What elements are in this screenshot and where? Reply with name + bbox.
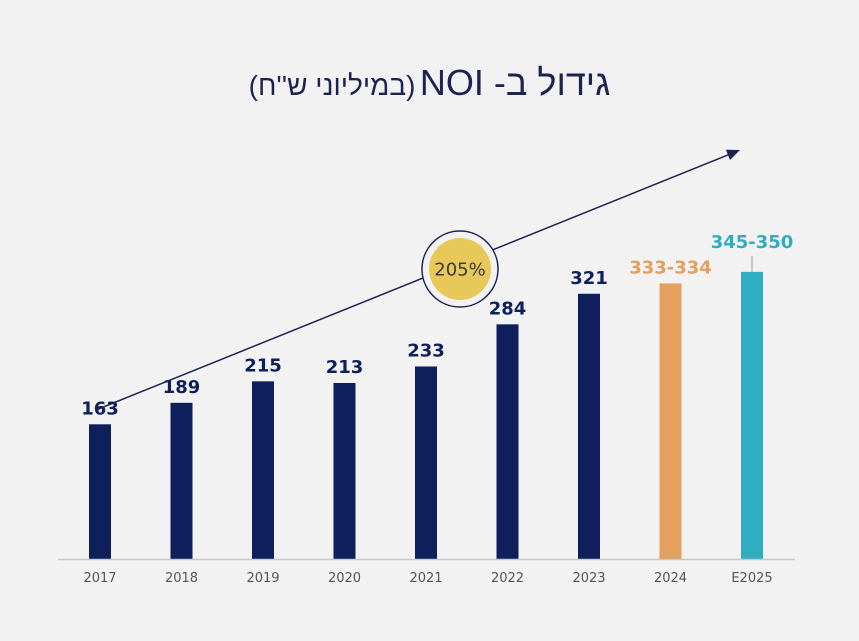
bar-2021 — [415, 366, 437, 559]
bar-2022 — [496, 324, 519, 559]
growth-badge: 205% — [421, 230, 499, 308]
bar-2017 — [89, 424, 111, 559]
x-tick-2018: 2018 — [165, 571, 198, 586]
x-tick-2020: 2020 — [328, 571, 361, 586]
growth-badge-label: 205% — [434, 260, 485, 281]
bar-2024 — [659, 283, 682, 559]
value-label-2024: 333-334 — [629, 257, 712, 278]
value-label-E2025: 345-350 — [711, 232, 794, 253]
x-tick-2019: 2019 — [246, 571, 279, 586]
x-tick-2022: 2022 — [491, 571, 524, 586]
bar-2018 — [170, 402, 193, 559]
chart-title: גידול ב- NOI (במיליוני ש''ח) — [0, 62, 859, 104]
bar-E2025 — [741, 271, 763, 559]
x-tick-2021: 2021 — [409, 571, 442, 586]
x-tick-E2025: E2025 — [731, 571, 772, 586]
value-label-2019: 215 — [244, 355, 282, 376]
bar-2023 — [578, 293, 600, 559]
value-label-2023: 321 — [570, 268, 608, 289]
bar-2019 — [252, 381, 274, 559]
chart-title-main: גידול ב- NOI — [419, 62, 611, 103]
x-tick-labels-layer: 2017 2018 2019 2020 2021 2022 2023 2024 E2025 — [83, 571, 772, 586]
growth-arrow-head — [725, 149, 740, 160]
value-label-2018: 189 — [163, 377, 201, 398]
value-label-2021: 233 — [407, 340, 445, 361]
x-tick-2023: 2023 — [572, 571, 605, 586]
x-tick-2017: 2017 — [83, 571, 116, 586]
bars-layer — [89, 271, 763, 559]
bar-2020 — [333, 382, 356, 559]
growth-arrow — [95, 149, 740, 411]
value-label-2022: 284 — [489, 298, 527, 319]
value-label-2020: 213 — [326, 357, 364, 378]
x-tick-2024: 2024 — [654, 571, 687, 586]
chart-title-unit: (במיליוני ש''ח) — [248, 70, 416, 101]
growth-badge-circle — [429, 238, 491, 300]
growth-arrow-line — [95, 152, 733, 411]
